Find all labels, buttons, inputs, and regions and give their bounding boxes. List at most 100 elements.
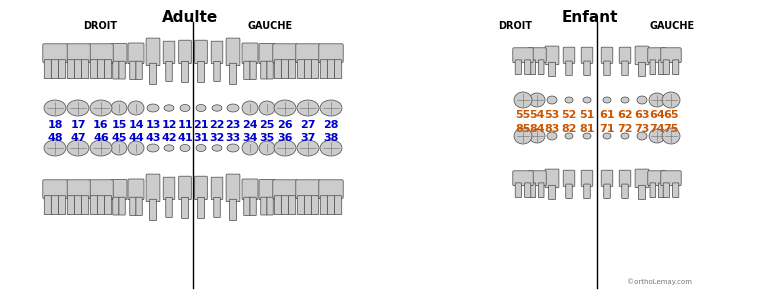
FancyBboxPatch shape bbox=[44, 196, 51, 214]
FancyBboxPatch shape bbox=[267, 197, 273, 215]
FancyBboxPatch shape bbox=[250, 197, 257, 216]
Ellipse shape bbox=[297, 140, 319, 156]
FancyBboxPatch shape bbox=[335, 196, 342, 214]
FancyBboxPatch shape bbox=[113, 197, 119, 215]
Text: 21: 21 bbox=[193, 120, 209, 130]
Text: 44: 44 bbox=[128, 133, 144, 143]
Text: 48: 48 bbox=[47, 133, 63, 143]
FancyBboxPatch shape bbox=[604, 61, 611, 76]
FancyBboxPatch shape bbox=[119, 197, 125, 215]
Ellipse shape bbox=[128, 141, 144, 155]
Ellipse shape bbox=[44, 100, 66, 116]
Ellipse shape bbox=[196, 145, 206, 152]
FancyBboxPatch shape bbox=[104, 196, 112, 214]
FancyBboxPatch shape bbox=[97, 60, 105, 78]
FancyBboxPatch shape bbox=[66, 44, 90, 63]
Text: 41: 41 bbox=[177, 133, 193, 143]
FancyBboxPatch shape bbox=[81, 196, 89, 214]
Ellipse shape bbox=[212, 145, 222, 151]
FancyBboxPatch shape bbox=[548, 62, 555, 76]
Text: 14: 14 bbox=[128, 120, 144, 130]
FancyBboxPatch shape bbox=[319, 180, 343, 199]
Text: 12: 12 bbox=[162, 120, 177, 130]
Ellipse shape bbox=[547, 132, 557, 140]
FancyBboxPatch shape bbox=[622, 184, 628, 199]
FancyBboxPatch shape bbox=[563, 170, 574, 186]
FancyBboxPatch shape bbox=[581, 47, 593, 63]
Text: 71: 71 bbox=[599, 124, 615, 134]
FancyBboxPatch shape bbox=[163, 41, 175, 64]
Ellipse shape bbox=[662, 128, 680, 144]
Text: 17: 17 bbox=[70, 120, 86, 130]
Text: 82: 82 bbox=[561, 124, 577, 134]
FancyBboxPatch shape bbox=[327, 60, 335, 78]
FancyBboxPatch shape bbox=[211, 177, 223, 200]
FancyBboxPatch shape bbox=[226, 38, 240, 66]
FancyBboxPatch shape bbox=[97, 196, 105, 214]
Text: 31: 31 bbox=[193, 133, 208, 143]
Text: 51: 51 bbox=[579, 110, 594, 120]
FancyBboxPatch shape bbox=[288, 196, 296, 214]
Ellipse shape bbox=[603, 133, 611, 139]
Text: 16: 16 bbox=[93, 120, 109, 130]
FancyBboxPatch shape bbox=[516, 60, 522, 75]
FancyBboxPatch shape bbox=[111, 179, 127, 200]
FancyBboxPatch shape bbox=[178, 40, 192, 64]
FancyBboxPatch shape bbox=[516, 183, 522, 198]
Text: 81: 81 bbox=[579, 124, 594, 134]
FancyBboxPatch shape bbox=[663, 183, 669, 198]
FancyBboxPatch shape bbox=[149, 199, 156, 220]
FancyBboxPatch shape bbox=[635, 46, 649, 65]
FancyBboxPatch shape bbox=[320, 196, 328, 214]
Text: 22: 22 bbox=[209, 120, 224, 130]
Text: 37: 37 bbox=[300, 133, 316, 143]
Text: 47: 47 bbox=[70, 133, 86, 143]
FancyBboxPatch shape bbox=[525, 60, 531, 75]
Text: 74: 74 bbox=[650, 124, 665, 134]
FancyBboxPatch shape bbox=[81, 60, 89, 78]
FancyBboxPatch shape bbox=[296, 180, 320, 199]
Text: 11: 11 bbox=[177, 120, 193, 130]
FancyBboxPatch shape bbox=[259, 43, 275, 64]
FancyBboxPatch shape bbox=[136, 197, 142, 216]
FancyBboxPatch shape bbox=[650, 60, 656, 75]
Text: 35: 35 bbox=[260, 133, 275, 143]
Ellipse shape bbox=[547, 96, 557, 104]
FancyBboxPatch shape bbox=[211, 41, 223, 64]
FancyBboxPatch shape bbox=[129, 197, 136, 216]
FancyBboxPatch shape bbox=[44, 60, 51, 78]
FancyBboxPatch shape bbox=[545, 46, 559, 65]
FancyBboxPatch shape bbox=[304, 60, 312, 78]
FancyBboxPatch shape bbox=[165, 197, 172, 217]
FancyBboxPatch shape bbox=[281, 60, 289, 78]
Text: 62: 62 bbox=[617, 110, 633, 120]
Ellipse shape bbox=[320, 100, 342, 116]
Text: Enfant: Enfant bbox=[561, 10, 618, 25]
FancyBboxPatch shape bbox=[230, 199, 237, 220]
FancyBboxPatch shape bbox=[663, 60, 669, 75]
Text: 55: 55 bbox=[516, 110, 531, 120]
FancyBboxPatch shape bbox=[149, 63, 156, 84]
FancyBboxPatch shape bbox=[319, 44, 343, 63]
Text: 72: 72 bbox=[617, 124, 633, 134]
FancyBboxPatch shape bbox=[90, 196, 97, 214]
FancyBboxPatch shape bbox=[538, 60, 544, 75]
Ellipse shape bbox=[147, 144, 159, 152]
Ellipse shape bbox=[297, 100, 319, 116]
Ellipse shape bbox=[583, 97, 591, 103]
FancyBboxPatch shape bbox=[226, 174, 240, 202]
FancyBboxPatch shape bbox=[195, 176, 208, 200]
FancyBboxPatch shape bbox=[66, 180, 90, 199]
Text: 63: 63 bbox=[634, 110, 650, 120]
FancyBboxPatch shape bbox=[530, 183, 535, 198]
FancyBboxPatch shape bbox=[230, 63, 237, 84]
FancyBboxPatch shape bbox=[639, 185, 646, 199]
FancyBboxPatch shape bbox=[661, 171, 681, 186]
Ellipse shape bbox=[67, 100, 89, 116]
FancyBboxPatch shape bbox=[242, 179, 258, 200]
FancyBboxPatch shape bbox=[512, 48, 533, 63]
FancyBboxPatch shape bbox=[304, 196, 312, 214]
FancyBboxPatch shape bbox=[242, 43, 258, 64]
Ellipse shape bbox=[90, 140, 112, 156]
FancyBboxPatch shape bbox=[658, 183, 664, 198]
